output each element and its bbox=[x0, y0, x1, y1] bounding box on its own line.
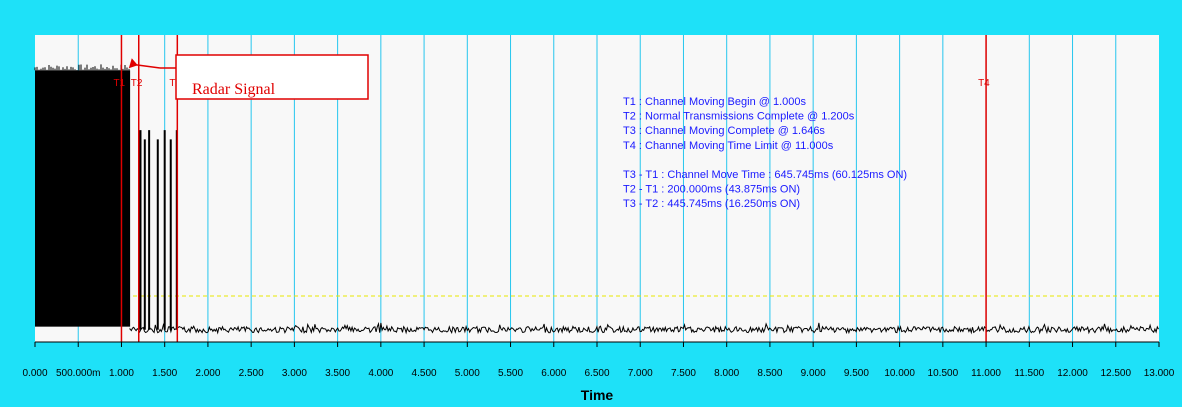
annotation-block: T1 : Channel Moving Begin @ 1.000s T2 : N… bbox=[623, 96, 907, 210]
annotation-line: T3 : Channel Moving Complete @ 1.646s bbox=[623, 125, 825, 137]
signal-noise-floor bbox=[129, 321, 1159, 335]
marker-label-t4: T4 bbox=[978, 78, 990, 89]
x-tick-label: 10.500 bbox=[928, 368, 959, 379]
signal-burst-edge bbox=[34, 64, 130, 71]
annotation-line: T2 - T1 : 200.000ms (43.875ms ON) bbox=[623, 184, 800, 196]
x-tick-label: 3.500 bbox=[325, 368, 350, 379]
x-tick-label: 5.500 bbox=[498, 368, 523, 379]
marker-label-t3: T bbox=[169, 78, 175, 89]
callout-arrowhead bbox=[128, 58, 138, 69]
x-tick-label: 6.500 bbox=[584, 368, 609, 379]
x-tick-label: 4.500 bbox=[412, 368, 437, 379]
x-tick-label: 1.500 bbox=[152, 368, 177, 379]
x-tick-label: 13.000 bbox=[1144, 368, 1175, 379]
marker-label-t2: T2 bbox=[131, 78, 143, 89]
callout-text: Radar Signal bbox=[192, 81, 276, 98]
x-tick-label: 7.500 bbox=[671, 368, 696, 379]
x-tick-label: 4.000 bbox=[368, 368, 393, 379]
callout: Radar Signal bbox=[128, 54, 369, 100]
x-tick-label: 1.000 bbox=[109, 368, 134, 379]
marker-label-t1: T1 bbox=[113, 78, 125, 89]
annotation-line: T1 : Channel Moving Begin @ 1.000s bbox=[623, 96, 806, 108]
annotation-line: T4 : Channel Moving Time Limit @ 11.000s bbox=[623, 140, 834, 152]
x-tick-label: 7.000 bbox=[628, 368, 653, 379]
x-tick-label: 2.500 bbox=[239, 368, 264, 379]
x-tick-label: 9.000 bbox=[801, 368, 826, 379]
x-tick-label: 10.000 bbox=[884, 368, 915, 379]
x-tick-label: 6.000 bbox=[541, 368, 566, 379]
x-tick-label: 8.500 bbox=[757, 368, 782, 379]
x-tick-label: 2.000 bbox=[195, 368, 220, 379]
x-axis: 0.000 500.000m 1.000 1.500 2.000 2.500 3.000 3.… bbox=[22, 341, 1175, 379]
x-tick-label: 3.000 bbox=[282, 368, 307, 379]
x-tick-label: 11.000 bbox=[971, 368, 1001, 379]
annotation-line: T2 : Normal Transmissions Complete @ 1.2… bbox=[623, 111, 855, 123]
signal-burst bbox=[35, 70, 131, 327]
x-tick-label: 12.500 bbox=[1100, 368, 1131, 379]
x-axis-title: Time bbox=[581, 387, 614, 403]
x-tick-label: 5.000 bbox=[455, 368, 480, 379]
x-tick-label: 8.000 bbox=[714, 368, 739, 379]
x-tick-label: 0.000 bbox=[22, 368, 47, 379]
x-tick-label: 12.000 bbox=[1057, 368, 1088, 379]
x-tick-label: 9.500 bbox=[844, 368, 869, 379]
annotation-line: T3 - T2 : 445.745ms (16.250ms ON) bbox=[623, 198, 800, 210]
annotation-line: T3 - T1 : Channel Move Time : 645.745ms … bbox=[623, 169, 907, 181]
callout-box bbox=[175, 54, 369, 100]
x-tick-label: 11.500 bbox=[1014, 368, 1044, 379]
x-tick-label: 500.000m bbox=[56, 368, 100, 379]
signal-layer bbox=[34, 64, 1159, 335]
